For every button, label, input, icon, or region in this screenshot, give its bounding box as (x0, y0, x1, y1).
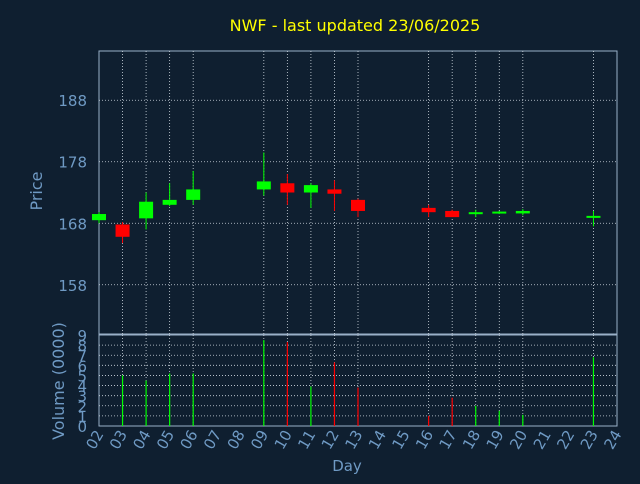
volume-panel: 0123456789020304050607080910111213141516… (77, 327, 625, 453)
candle-body (162, 199, 177, 205)
volume-tick-label: 9 (77, 327, 87, 345)
volume-tick-label: 6 (77, 357, 87, 375)
candle-body (256, 181, 271, 190)
candle-body (92, 214, 106, 221)
price-tick-label: 178 (58, 154, 87, 172)
candle-body (303, 185, 318, 193)
volume-tick-label: 8 (77, 337, 87, 355)
candle-body (351, 199, 365, 211)
candle-body (515, 210, 530, 214)
day-tick-label: 15 (388, 427, 413, 453)
candle-body (468, 212, 483, 215)
price-tick-label: 188 (58, 92, 87, 110)
volume-tick-label: 5 (77, 367, 87, 385)
day-tick-label: 23 (577, 427, 602, 453)
chart-title: NWF - last updated 23/06/2025 (230, 16, 481, 35)
day-tick-label: 19 (483, 427, 508, 453)
day-tick-label: 12 (318, 427, 343, 453)
day-tick-label: 16 (412, 427, 437, 453)
day-tick-label: 17 (436, 427, 461, 453)
candle-body (445, 210, 460, 218)
volume-tick-label: 2 (77, 398, 87, 416)
price-tick-label: 158 (58, 277, 87, 295)
day-tick-label: 13 (341, 427, 366, 453)
candle-body (586, 215, 601, 218)
price-tick-label: 168 (58, 215, 87, 233)
day-tick-label: 18 (459, 427, 484, 453)
day-tick-label: 03 (106, 427, 131, 453)
day-tick-label: 24 (600, 427, 625, 453)
day-tick-label: 07 (200, 427, 225, 453)
x-axis-label: Day (332, 457, 362, 475)
candle-body (115, 224, 130, 237)
day-tick-label: 22 (553, 427, 578, 453)
day-tick-label: 20 (506, 427, 531, 453)
candle-body (280, 183, 295, 193)
candle-body (492, 211, 507, 214)
volume-tick-label: 7 (77, 347, 87, 365)
volume-axis-label: Volume (0000) (49, 322, 68, 440)
day-tick-label: 06 (177, 427, 202, 453)
price-panel: 158 168 178 188 (58, 50, 618, 335)
volume-tick-label: 0 (77, 418, 87, 436)
day-tick-label: 14 (365, 427, 390, 453)
volume-tick-label: 1 (77, 408, 87, 426)
price-axis-label: Price (27, 171, 46, 210)
candle-body (186, 189, 201, 200)
day-tick-label: 09 (247, 427, 272, 453)
day-tick-label: 04 (129, 427, 154, 453)
day-tick-label: 11 (294, 427, 319, 453)
day-tick-label: 08 (224, 427, 249, 453)
volume-tick-label: 4 (77, 378, 87, 396)
candle-body (327, 189, 342, 194)
day-tick-label: 10 (271, 427, 296, 453)
day-tick-label: 21 (530, 427, 555, 453)
day-tick-label: 05 (153, 427, 178, 453)
candle-body (139, 201, 154, 219)
candle-body (421, 207, 436, 213)
volume-tick-label: 3 (77, 388, 87, 406)
